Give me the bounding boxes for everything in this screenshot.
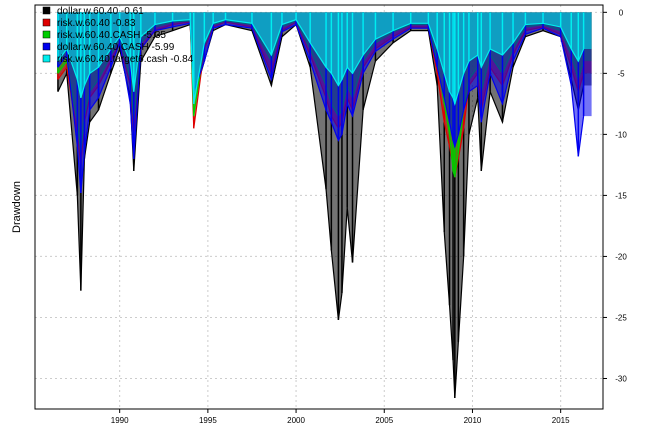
drawdown-area-segment [133, 12, 141, 92]
drawdown-area-segment [80, 12, 85, 98]
drawdown-area-segment [543, 12, 561, 27]
drawdown-area-segment [326, 12, 332, 74]
drawdown-area-segment [428, 12, 438, 49]
drawdown-area-segment [84, 12, 90, 86]
drawdown-area-segment [490, 12, 503, 56]
drawdown-area-segment [560, 12, 572, 49]
x-tick-label: 2005 [375, 416, 393, 425]
y-tick-label: -5 [617, 69, 625, 78]
drawdown-area-segment [77, 12, 81, 98]
plot-frame [34, 4, 604, 410]
drawdown-area-segment [193, 12, 205, 104]
drawdown-area-segment [502, 12, 514, 56]
drawdown-area-segment [140, 12, 155, 37]
series-4 [57, 12, 592, 107]
drawdown-area-segment [271, 12, 282, 56]
y-tick-label: -15 [615, 191, 627, 200]
y-tick-label: -20 [615, 252, 627, 261]
drawdown-area-segment [89, 12, 99, 74]
legend-label: risk.w.60.40 -0.83 [57, 18, 136, 29]
drawdown-area-segment [331, 12, 339, 86]
drawdown-area-segment [437, 12, 445, 74]
legend-swatch [42, 6, 51, 15]
legend-label: risk.w.60.40.CASH -5.35 [57, 30, 166, 41]
legend-swatch [42, 42, 51, 51]
drawdown-area-segment [130, 12, 134, 92]
drawdown-area-segment [204, 12, 214, 43]
legend-swatch [42, 30, 51, 39]
drawdown-area-segment [310, 12, 327, 68]
drawdown-area-segment [251, 12, 272, 56]
x-tick-label: 1995 [199, 416, 217, 425]
drawdown-area-segment [363, 12, 376, 56]
drawdown-area-segment [571, 12, 579, 62]
drawdown-area-segment [352, 12, 364, 74]
legend-swatch [42, 54, 51, 63]
drawdown-area-segment [477, 12, 482, 68]
drawdown-area-segment [57, 12, 67, 62]
y-tick-label: 0 [619, 8, 624, 17]
drawdown-line [57, 18, 585, 107]
drawdown-area-segment [449, 12, 454, 98]
drawdown-area-segment [583, 12, 592, 49]
y-axis-title: Drawdown [11, 181, 23, 233]
series-layer [57, 12, 592, 399]
drawdown-area-segment [468, 12, 478, 62]
axes: 1990 1995 2000 2005 2010 2015 0 -5 -10 -15 -20 -25 -… [111, 8, 628, 425]
drawdown-area-segment [513, 12, 526, 43]
drawdown-area-segment [481, 12, 491, 68]
legend-label: dollar.w.60.40 -0.61 [57, 6, 144, 17]
x-tick-label: 2015 [552, 416, 570, 425]
drawdown-area-segment [341, 12, 348, 80]
y-tick-label: -30 [615, 374, 627, 383]
drawdown-area-segment [98, 12, 111, 68]
y-tick-label: -25 [615, 313, 627, 322]
drawdown-area-segment [525, 12, 544, 25]
drawdown-area-segment [410, 12, 429, 24]
drawdown-area-segment [281, 12, 297, 25]
legend-label: risk.w.60.40.target6.cash -0.84 [57, 54, 194, 65]
drawdown-area-segment [66, 12, 78, 80]
drawdown-area-segment [172, 12, 191, 21]
drawdown-area-segment [296, 12, 311, 43]
legend-swatch [42, 18, 51, 27]
legend-label: dollar.w.60.40.CASH -5.99 [57, 42, 175, 53]
grid [35, 5, 603, 409]
x-tick-label: 2000 [287, 416, 305, 425]
drawdown-area-segment [578, 12, 584, 62]
drawdown-line [57, 22, 585, 194]
x-tick-label: 2010 [464, 416, 482, 425]
drawdown-area-segment [458, 12, 464, 92]
drawdown-area-segment [338, 12, 342, 86]
x-tick-label: 1990 [111, 416, 129, 425]
drawdown-area-segment [463, 12, 469, 74]
drawdown-area-segment [347, 12, 353, 74]
drawdown-area-segment [444, 12, 450, 92]
y-tick-label: -10 [615, 130, 627, 139]
drawdown-area-segment [119, 12, 131, 62]
drawdown-area-segment [454, 12, 459, 104]
drawdown-area-segment [393, 12, 411, 31]
